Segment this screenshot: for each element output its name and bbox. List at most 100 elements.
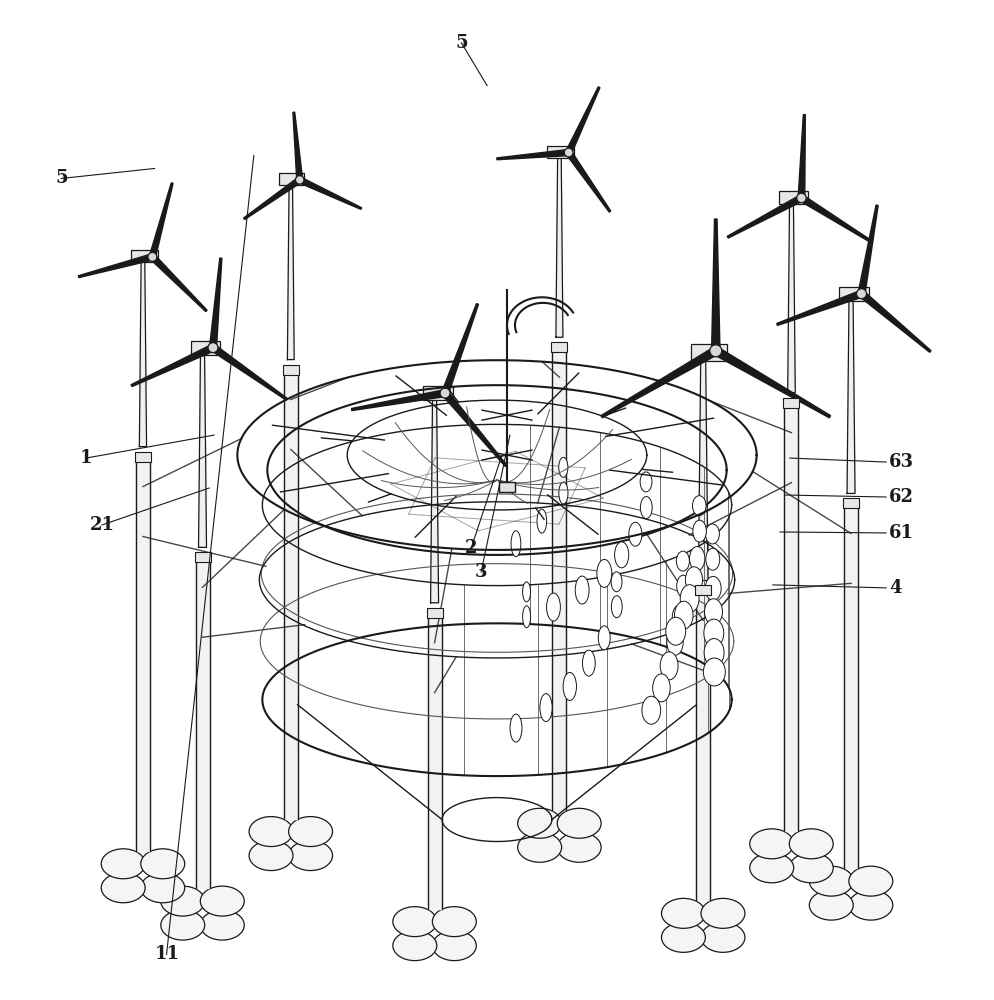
Ellipse shape [661,898,706,928]
Ellipse shape [704,619,724,647]
Ellipse shape [432,907,476,937]
Ellipse shape [523,582,531,602]
Polygon shape [798,115,805,198]
Text: 4: 4 [889,579,902,597]
Ellipse shape [141,849,185,879]
Ellipse shape [598,626,610,650]
Ellipse shape [686,567,703,593]
Ellipse shape [393,907,436,937]
Ellipse shape [640,472,652,492]
Ellipse shape [201,910,245,940]
Bar [279,173,304,185]
Polygon shape [352,390,445,411]
Ellipse shape [676,551,690,571]
Ellipse shape [640,497,652,519]
Ellipse shape [666,617,686,645]
Ellipse shape [249,841,293,871]
Ellipse shape [249,817,293,847]
Ellipse shape [690,547,705,571]
Ellipse shape [596,559,611,587]
Ellipse shape [511,531,521,557]
Polygon shape [79,254,153,278]
Ellipse shape [680,585,699,613]
Polygon shape [293,112,303,180]
Circle shape [295,176,304,184]
Ellipse shape [749,829,793,859]
Polygon shape [714,347,831,418]
Polygon shape [287,180,294,360]
Polygon shape [442,391,507,466]
Text: 62: 62 [889,488,914,506]
Polygon shape [858,205,878,294]
Ellipse shape [675,601,693,629]
Polygon shape [696,590,710,900]
Polygon shape [699,351,708,580]
Ellipse shape [749,853,793,883]
Ellipse shape [789,853,833,883]
Polygon shape [136,457,150,851]
Text: 1: 1 [81,449,92,467]
Bar [783,398,799,408]
Bar [426,608,442,618]
Circle shape [710,345,722,357]
Ellipse shape [809,866,853,896]
Ellipse shape [701,898,745,928]
Ellipse shape [704,658,726,686]
Ellipse shape [547,593,561,621]
Ellipse shape [510,714,522,742]
Ellipse shape [582,650,595,676]
Text: 5: 5 [56,169,68,187]
Ellipse shape [558,808,601,838]
Ellipse shape [789,829,833,859]
Bar [283,365,299,375]
Ellipse shape [518,808,562,838]
Polygon shape [728,195,803,238]
Ellipse shape [693,496,706,516]
Ellipse shape [653,674,670,702]
Text: 2: 2 [465,539,478,557]
Polygon shape [497,149,569,160]
Ellipse shape [101,873,145,903]
Bar [191,341,221,355]
Ellipse shape [564,672,577,700]
Polygon shape [131,344,215,387]
Ellipse shape [559,482,568,504]
Ellipse shape [704,639,724,667]
Polygon shape [196,557,210,888]
Circle shape [440,388,450,398]
Polygon shape [211,345,287,400]
Ellipse shape [705,599,723,625]
Ellipse shape [393,931,436,961]
Polygon shape [784,403,798,831]
Ellipse shape [614,542,629,568]
Polygon shape [139,257,146,447]
Polygon shape [844,503,858,868]
Ellipse shape [540,694,552,722]
Polygon shape [553,347,567,810]
Ellipse shape [518,832,562,862]
Polygon shape [210,258,222,348]
Polygon shape [298,177,362,209]
Text: 3: 3 [475,563,488,581]
Ellipse shape [161,910,205,940]
Ellipse shape [661,922,706,952]
Ellipse shape [693,520,707,542]
Polygon shape [859,291,931,352]
Ellipse shape [642,696,661,724]
Ellipse shape [101,849,145,879]
Bar [195,552,211,562]
Polygon shape [847,294,855,493]
Polygon shape [601,347,718,418]
Bar [552,342,568,352]
Ellipse shape [629,522,642,546]
Polygon shape [787,198,795,393]
Ellipse shape [161,886,205,916]
Circle shape [208,343,218,353]
Circle shape [565,148,574,157]
Bar [695,585,711,595]
Bar [499,482,515,492]
Bar [839,287,869,301]
Ellipse shape [523,606,531,628]
Ellipse shape [706,548,720,570]
Polygon shape [776,290,863,325]
